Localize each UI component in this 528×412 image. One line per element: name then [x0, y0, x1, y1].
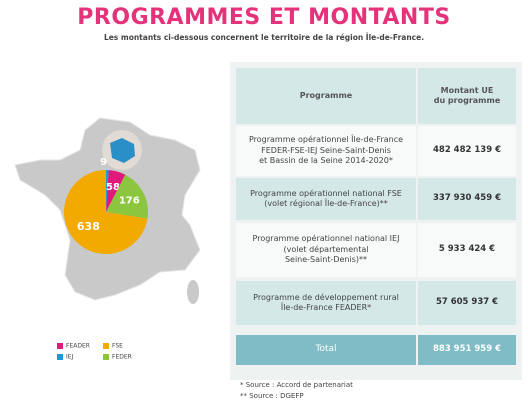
slice-label: 176 [119, 195, 140, 206]
legend-label: FEADER [66, 343, 90, 350]
slice-label: 638 [77, 220, 100, 233]
note: * Source : Accord de partenariat [240, 381, 353, 389]
slice-label: 58 [106, 182, 120, 193]
map-chart: 9 58 176 638 IEJ FEADER FEDER FSE [14, 117, 201, 361]
table-cell: Montant UE du programme [418, 68, 516, 124]
note: ** Source : DGEFP [240, 392, 304, 400]
ile-de-france [110, 138, 135, 163]
table-cell: 337 930 459 € [418, 178, 516, 220]
legend-label: FEDER [112, 354, 132, 361]
pie-slice [106, 174, 148, 219]
slice-label: 9 [100, 157, 107, 168]
legend: IEJ FEADER FEDER FSE [57, 343, 132, 361]
table-cell: Total [236, 335, 416, 365]
title: PROGRAMMES ET MONTANTS [77, 5, 451, 30]
table-cell: 57 605 937 € [418, 281, 516, 325]
pie-slice [106, 170, 126, 212]
legend-swatch [103, 343, 109, 349]
subtitle: Les montants ci-dessous concernent le te… [103, 33, 425, 42]
table-cell: Programme [236, 68, 416, 124]
table-cell: Programme opérationnel national IEJ (vol… [236, 223, 416, 277]
table-cell: Programme de développement rural Île-de-… [236, 281, 416, 325]
table-cell: Programme opérationnel Île-de-France FED… [236, 126, 416, 176]
legend-swatch [57, 354, 63, 360]
legend-label: FSE [112, 343, 123, 350]
table-cell: 5 933 424 € [418, 223, 516, 277]
pie-slice [63, 170, 148, 254]
table-cell: 482 482 139 € [418, 126, 516, 176]
legend-swatch [103, 354, 109, 360]
pie-slice [106, 170, 109, 212]
table-cell: 883 951 959 € [418, 335, 516, 365]
corsica [187, 280, 199, 304]
table-cell: Programme opérationnel national FSE (vol… [236, 178, 416, 220]
pie: 9 58 176 638 [63, 157, 148, 254]
legend-swatch [57, 343, 63, 349]
legend-label: IEJ [66, 354, 74, 361]
